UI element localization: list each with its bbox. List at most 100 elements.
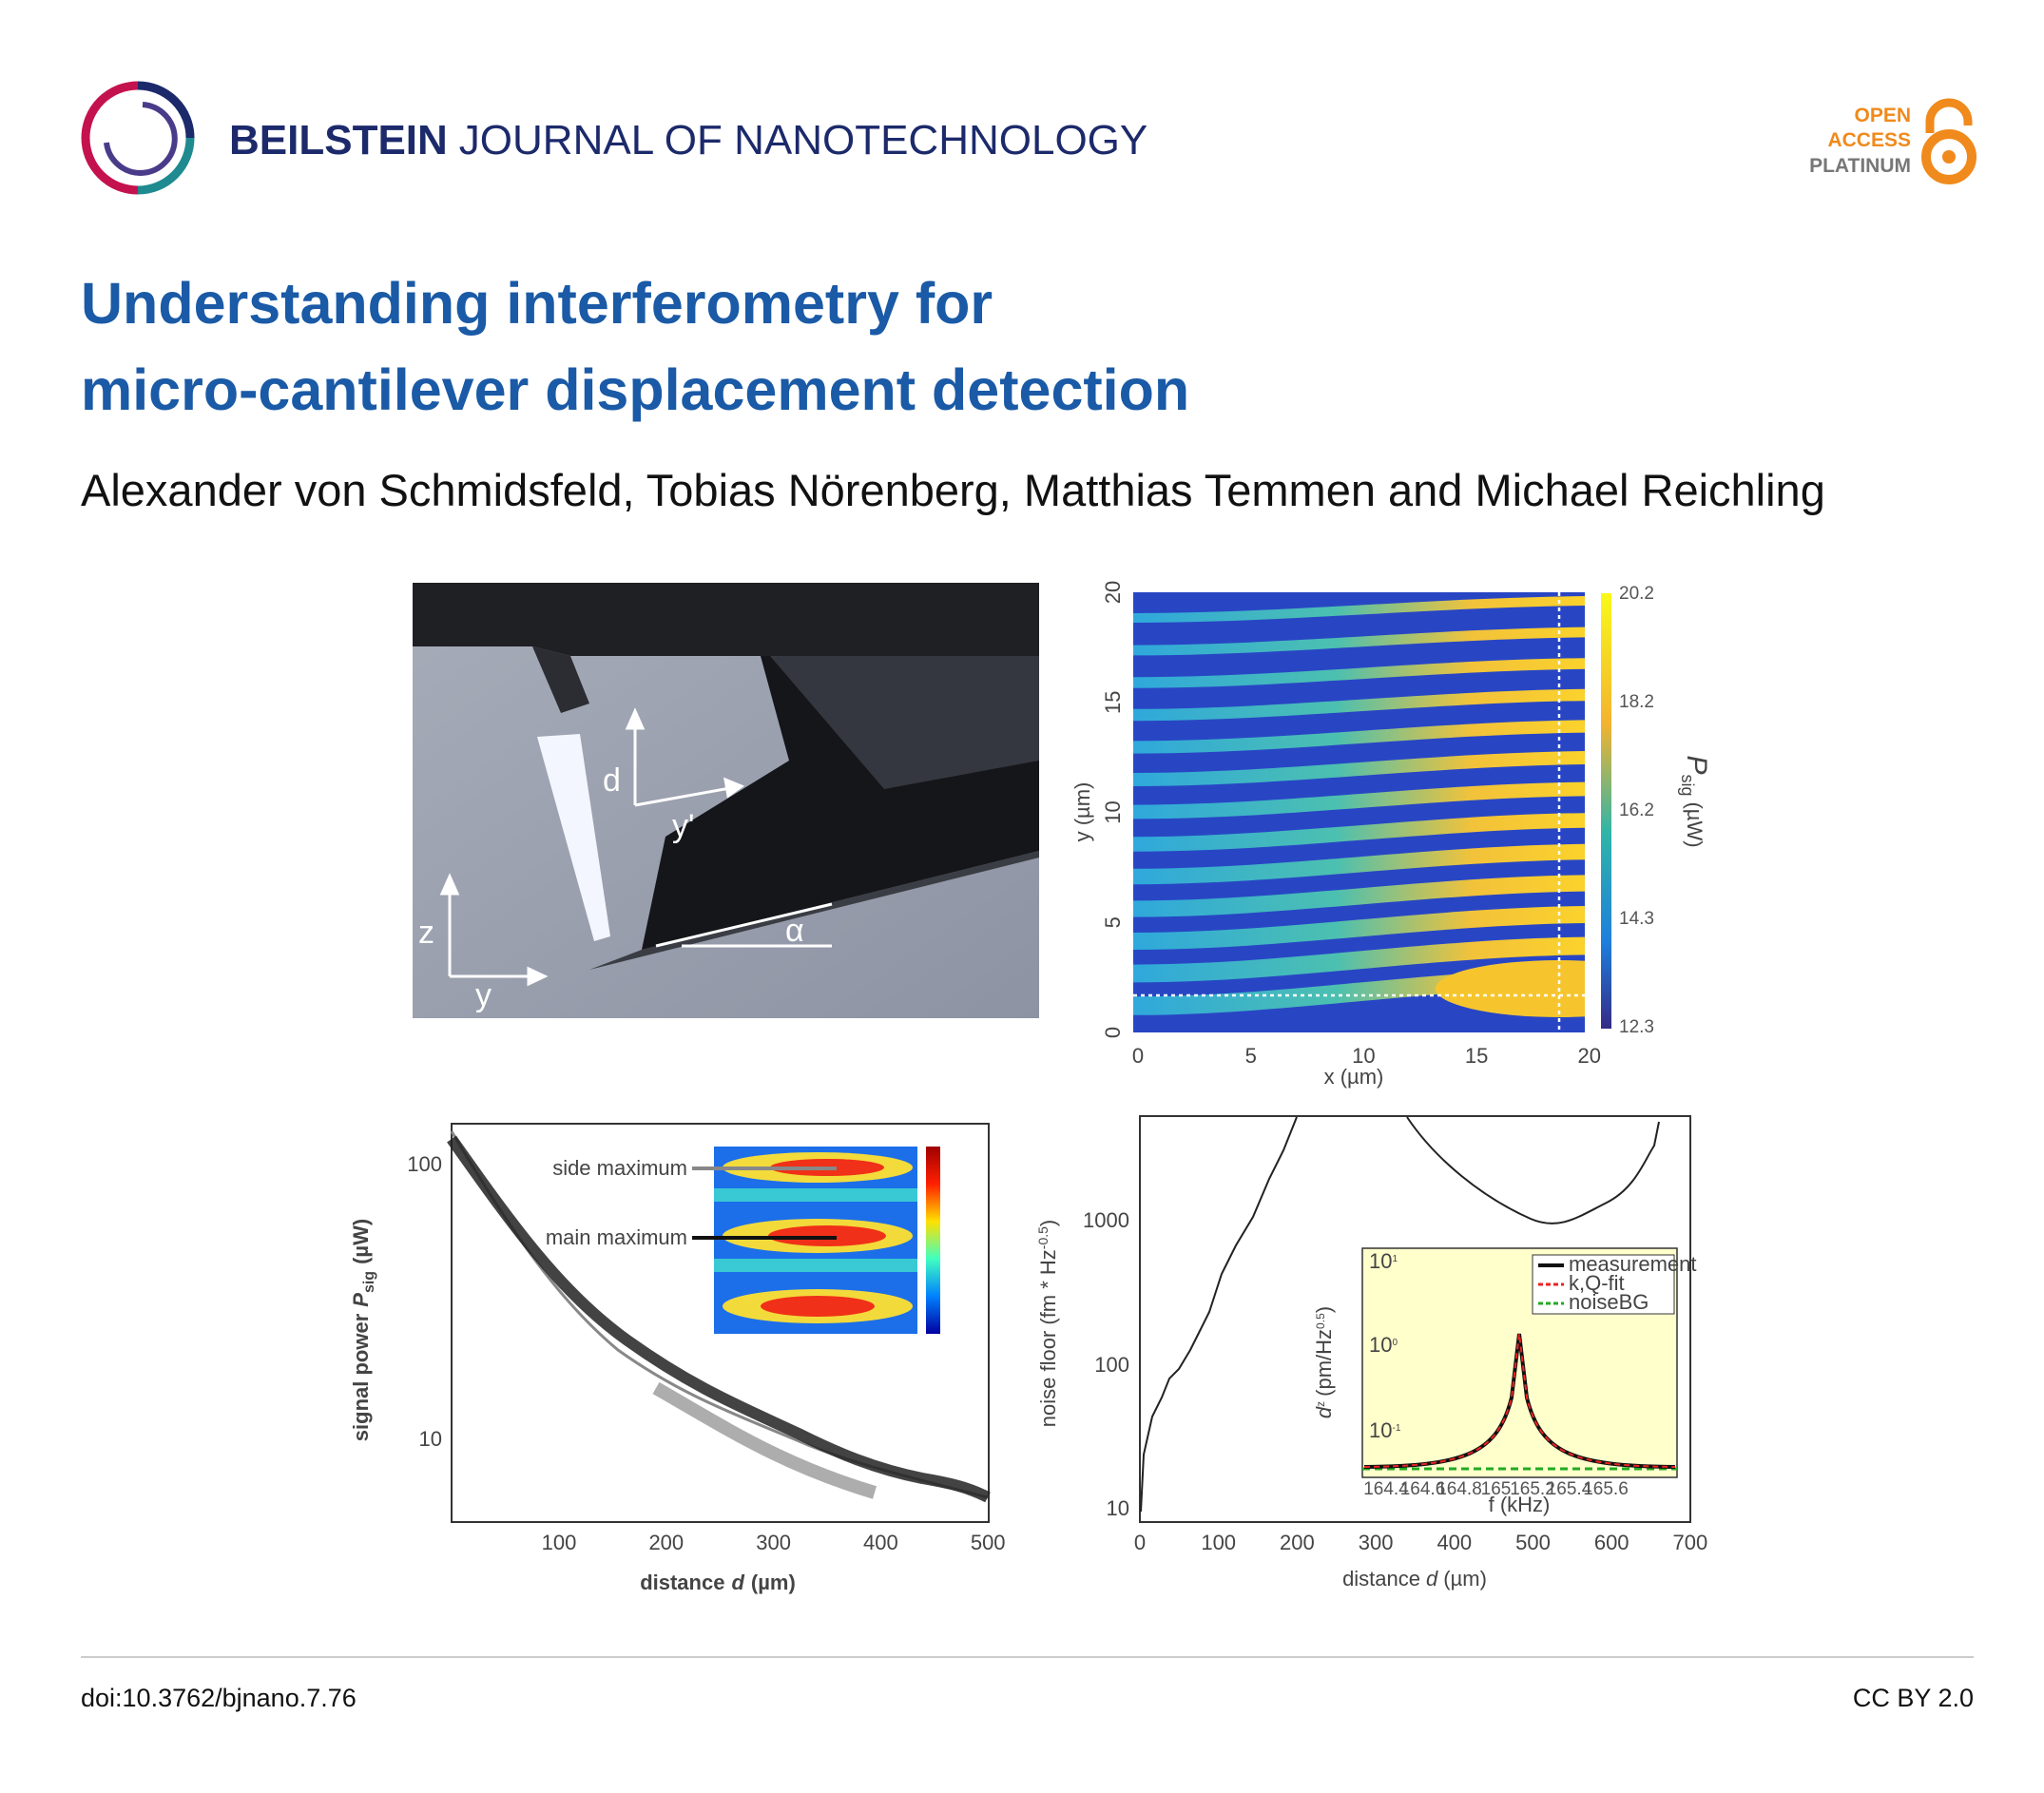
label: 164.8 [1437, 1479, 1482, 1499]
label: 0 [1132, 1044, 1144, 1068]
label: 20 [1578, 1044, 1601, 1068]
label-part: (µW) [1683, 801, 1707, 847]
label-part: 10 [1369, 1333, 1392, 1357]
label: noiseBG [1569, 1290, 1649, 1314]
label: 700 [1673, 1531, 1708, 1554]
label: k,Q-fit [1569, 1271, 1625, 1295]
label: 165.4 [1547, 1479, 1592, 1499]
label: 0 [1101, 1027, 1125, 1038]
heatmap-panel [1133, 592, 1611, 1032]
label-part: z [1314, 1401, 1327, 1407]
label: 10 [1101, 800, 1125, 823]
label-part: distance [640, 1571, 724, 1594]
photo-label: y' [672, 808, 695, 844]
label: 400 [863, 1531, 898, 1554]
heatmap-band [1133, 936, 1585, 983]
label: 14.3 [1619, 909, 1654, 929]
label: main maximum [546, 1225, 687, 1249]
label-part: d [1312, 1406, 1336, 1418]
label-part: sig [1678, 774, 1697, 796]
authors: Alexander von Schmidsfeld, Tobias Nörenb… [81, 465, 1825, 515]
label-part: 0.5 [1314, 1313, 1327, 1329]
heatmap-band [1133, 781, 1585, 819]
badge-line: OPEN [1854, 105, 1911, 126]
label-part: noise floor (fm * Hz [1036, 1249, 1060, 1427]
label: 10 [1107, 1496, 1129, 1520]
label: 100 [407, 1152, 442, 1176]
label: 200 [648, 1531, 684, 1554]
photo-label: y [475, 977, 492, 1013]
label: side maximum [552, 1156, 687, 1180]
label: 500 [1515, 1531, 1551, 1554]
label-part: 1 [1392, 1254, 1398, 1264]
label-part: 0 [1392, 1338, 1398, 1348]
photo-label: d [603, 762, 621, 799]
label: 100 [542, 1531, 577, 1554]
label: 20 [1101, 581, 1125, 604]
axis-label: distance d (µm) [1342, 1567, 1487, 1591]
axis-label: noise floor (fm * Hz-0.5) [1035, 1220, 1060, 1428]
heatmap-band [1133, 688, 1585, 722]
label: 12.3 [1619, 1017, 1654, 1037]
label-part: P [1681, 755, 1712, 774]
open-access-badge: OPEN ACCESS PLATINUM [1809, 98, 1977, 184]
label-part: ) [1036, 1220, 1060, 1226]
axis-label: Psig (µW) [1678, 755, 1712, 847]
label: 164.4 [1363, 1479, 1409, 1499]
label: f (kHz) [1489, 1493, 1551, 1516]
label: 100 [1094, 1353, 1129, 1377]
label-part: signal power [349, 1313, 373, 1441]
label: 1000 [1083, 1208, 1129, 1232]
label: 10 [419, 1427, 442, 1451]
photo-label: z [418, 915, 434, 951]
label: y (µm) [1070, 782, 1094, 842]
heatmap-band [1133, 906, 1585, 950]
label: 300 [756, 1531, 791, 1554]
heatmap-band [1133, 627, 1585, 656]
badge-line: PLATINUM [1809, 155, 1911, 177]
label-part: d [731, 1571, 744, 1594]
label: 164.6 [1400, 1479, 1446, 1499]
label: 0 [1134, 1531, 1146, 1554]
label: 165 [1481, 1479, 1512, 1499]
label: 600 [1594, 1531, 1629, 1554]
title-line: micro-cantilever displacement detection [81, 357, 1189, 422]
label: 5 [1245, 1044, 1257, 1068]
label-part: P [349, 1293, 373, 1307]
label-part: (µm) [1443, 1567, 1487, 1591]
label: 5 [1101, 916, 1125, 928]
label: 15 [1465, 1044, 1488, 1068]
axis-label: distance d (µm) [640, 1571, 796, 1594]
label: 400 [1437, 1531, 1472, 1554]
label: measurement [1569, 1252, 1697, 1276]
license: CC BY 2.0 [1853, 1684, 1974, 1712]
photo-label: α [785, 913, 804, 949]
label-part: -1 [1392, 1423, 1400, 1434]
axis-label: dz (pm/Hz0.5) [1312, 1306, 1336, 1418]
label: 165.2 [1510, 1479, 1555, 1499]
heatmap-band [1133, 658, 1585, 688]
heatmap-band [1133, 875, 1585, 917]
label-part: (µm) [751, 1571, 796, 1594]
journal-name: BEILSTEIN JOURNAL OF NANOTECHNOLOGY [229, 117, 1147, 164]
label: 300 [1359, 1531, 1394, 1554]
signal-power-panel [447, 1123, 991, 1523]
label: 16.2 [1619, 800, 1654, 820]
label: 10 [1352, 1044, 1375, 1068]
noise-floor-panel [1139, 1115, 1691, 1523]
axis-label: 10-1 [1369, 1418, 1401, 1442]
label: 500 [971, 1531, 1006, 1554]
label-part: d [1426, 1567, 1438, 1591]
axis-label: 101 [1369, 1249, 1398, 1273]
journal-bold: BEILSTEIN [229, 117, 448, 164]
doi: doi:10.3762/bjnano.7.76 [81, 1684, 357, 1712]
label: 165.6 [1583, 1479, 1629, 1499]
heatmap-band [1436, 960, 1585, 1017]
label-part: ) [1312, 1306, 1336, 1313]
label-part: (µW) [349, 1219, 373, 1264]
label-part: distance [1342, 1567, 1420, 1591]
axis-label: signal power Psig (µW) [349, 1219, 377, 1441]
label-part: 10 [1369, 1418, 1392, 1442]
journal-rest: JOURNAL OF NANOTECHNOLOGY [459, 117, 1147, 164]
